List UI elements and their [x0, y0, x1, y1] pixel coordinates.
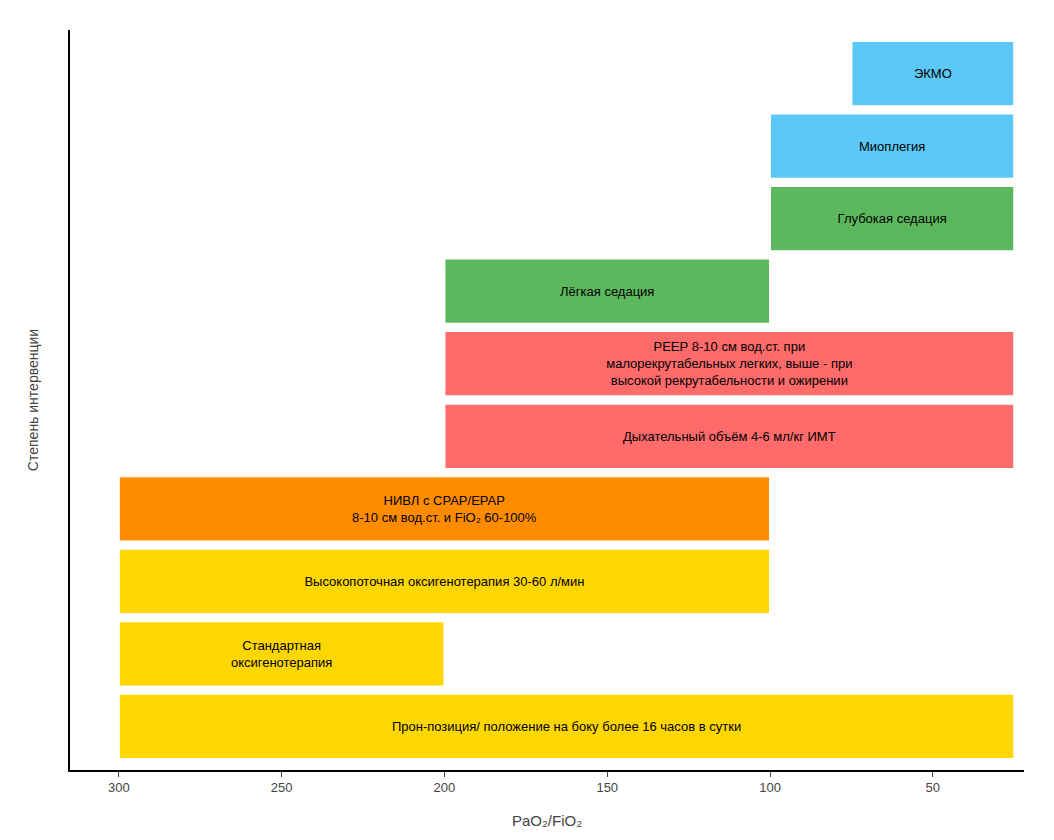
svg-text:150: 150	[596, 780, 618, 795]
svg-text:РЕЕР 8-10 см вод.ст. прималоре: РЕЕР 8-10 см вод.ст. прималорекрутабельн…	[606, 339, 852, 388]
svg-text:PaO₂/FiO₂: PaO₂/FiO₂	[512, 812, 582, 829]
svg-text:Миоплегия: Миоплегия	[859, 139, 925, 154]
svg-text:Высокопоточная оксигенотерапия: Высокопоточная оксигенотерапия 30-60 л/м…	[304, 574, 584, 589]
svg-text:Стандартнаяоксигенотерапия: Стандартнаяоксигенотерапия	[231, 638, 332, 670]
svg-text:50: 50	[926, 780, 940, 795]
svg-text:250: 250	[271, 780, 293, 795]
svg-text:Степень интервенции: Степень интервенции	[25, 329, 41, 471]
svg-text:200: 200	[434, 780, 456, 795]
svg-text:100: 100	[759, 780, 781, 795]
svg-text:300: 300	[108, 780, 130, 795]
svg-text:Прон-позиция/ положение на бок: Прон-позиция/ положение на боку более 16…	[392, 719, 741, 734]
svg-text:ЭКМО: ЭКМО	[914, 66, 952, 81]
svg-text:НИВЛ с СРАР/ЕРАР8-10 см вод.ст: НИВЛ с СРАР/ЕРАР8-10 см вод.ст. и FiO₂ 6…	[352, 493, 537, 525]
svg-text:Лёгкая седация: Лёгкая седация	[560, 284, 654, 299]
svg-text:Дыхательный объём 4-6 мл/кг ИМ: Дыхательный объём 4-6 мл/кг ИМТ	[623, 429, 836, 444]
svg-text:Глубокая седация: Глубокая седация	[838, 211, 947, 226]
